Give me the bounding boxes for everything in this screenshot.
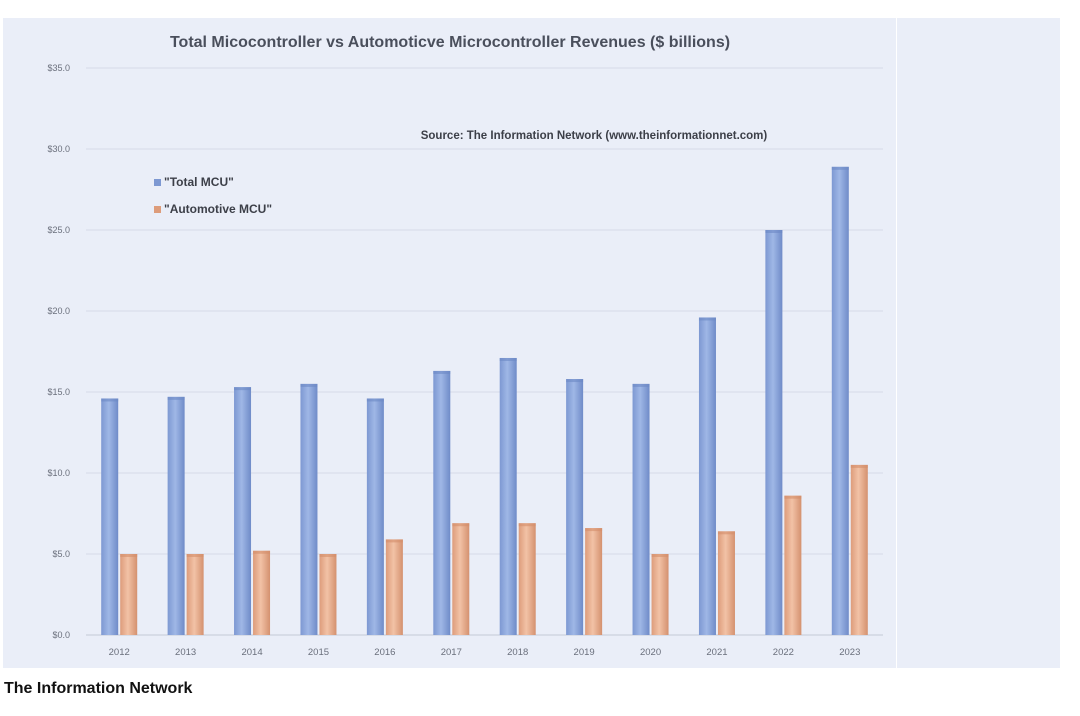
y-tick-label: $20.0 xyxy=(47,306,70,316)
bar-automotive-mcu xyxy=(385,539,403,635)
bar-total-mcu-cap xyxy=(167,396,185,400)
y-tick-label: $0.0 xyxy=(52,630,70,640)
bar-total-mcu xyxy=(101,398,119,635)
bar-total-mcu xyxy=(234,387,252,635)
bar-automotive-mcu-cap xyxy=(385,539,403,543)
bar-total-mcu xyxy=(300,383,318,635)
y-axis-ticks: $0.0 $5.0 $10.0 $15.0 $20.0 $25.0 $30.0 $35.0 xyxy=(47,63,70,640)
bar-automotive-mcu xyxy=(253,550,271,635)
bar-automotive-mcu xyxy=(319,554,337,635)
legend-label-auto: "Automotive MCU" xyxy=(164,202,272,216)
bar-total-mcu-cap xyxy=(366,398,384,402)
bar-automotive-mcu-cap xyxy=(717,531,735,535)
source-caption: The Information Network xyxy=(4,680,193,697)
x-tick-label: 2023 xyxy=(839,647,860,658)
x-tick-label: 2014 xyxy=(241,647,262,658)
bar-total-mcu xyxy=(566,379,584,635)
x-tick-label: 2016 xyxy=(374,647,395,658)
bar-total-mcu xyxy=(433,370,451,635)
bar-total-mcu-cap xyxy=(698,317,716,321)
bar-total-mcu-cap xyxy=(632,383,650,387)
x-tick-label: 2021 xyxy=(706,647,727,658)
chart-panel: Total Micocontroller vs Automoticve Micr… xyxy=(3,18,896,668)
bar-total-mcu xyxy=(499,357,517,635)
bar-automotive-mcu-cap xyxy=(319,554,337,557)
chart-title: Total Micocontroller vs Automoticve Micr… xyxy=(170,34,730,51)
bar-automotive-mcu-cap xyxy=(452,523,470,527)
bar-automotive-mcu xyxy=(784,495,802,635)
bar-automotive-mcu-cap xyxy=(120,554,138,557)
y-tick-label: $15.0 xyxy=(47,387,70,397)
y-tick-label: $25.0 xyxy=(47,225,70,235)
bar-automotive-mcu-cap xyxy=(518,523,536,527)
bar-automotive-mcu xyxy=(585,528,603,635)
bar-automotive-mcu-cap xyxy=(850,464,868,468)
bar-automotive-mcu xyxy=(850,464,868,635)
bar-chart: Total Micocontroller vs Automoticve Micr… xyxy=(47,34,883,658)
x-tick-label: 2012 xyxy=(109,647,130,658)
x-tick-label: 2015 xyxy=(308,647,329,658)
bar-automotive-mcu-cap xyxy=(186,554,204,557)
x-tick-label: 2020 xyxy=(640,647,661,658)
y-tick-label: $30.0 xyxy=(47,144,70,154)
bar-automotive-mcu-cap xyxy=(651,554,669,557)
bar-automotive-mcu xyxy=(120,554,138,635)
legend-swatch-auto xyxy=(154,206,161,213)
legend: "Total MCU" "Automotive MCU" xyxy=(154,175,272,216)
side-panel xyxy=(897,18,1060,668)
bar-total-mcu xyxy=(366,398,384,635)
x-tick-label: 2022 xyxy=(773,647,794,658)
bar-automotive-mcu-cap xyxy=(253,550,271,554)
source-annotation: Source: The Information Network (www.the… xyxy=(421,130,768,142)
y-tick-label: $35.0 xyxy=(47,63,70,73)
bar-automotive-mcu-cap xyxy=(585,528,603,532)
bar-total-mcu-cap xyxy=(300,383,318,387)
bar-automotive-mcu xyxy=(518,523,536,635)
legend-label-total: "Total MCU" xyxy=(164,175,234,189)
bar-total-mcu-cap xyxy=(101,398,119,402)
bar-total-mcu-cap xyxy=(831,166,849,170)
legend-swatch-total xyxy=(154,179,161,186)
bar-total-mcu xyxy=(831,166,849,635)
bar-automotive-mcu xyxy=(186,554,204,635)
bar-automotive-mcu xyxy=(717,531,735,635)
bar-automotive-mcu xyxy=(651,554,669,635)
x-tick-label: 2019 xyxy=(574,647,595,658)
bar-total-mcu-cap xyxy=(765,230,783,233)
bar-total-mcu-cap xyxy=(433,370,451,374)
bars xyxy=(101,166,868,635)
bar-total-mcu xyxy=(698,317,716,635)
bar-total-mcu-cap xyxy=(499,357,517,361)
bar-automotive-mcu-cap xyxy=(784,495,802,499)
bar-automotive-mcu xyxy=(452,523,470,635)
x-tick-label: 2017 xyxy=(441,647,462,658)
x-tick-label: 2018 xyxy=(507,647,528,658)
y-tick-label: $10.0 xyxy=(47,468,70,478)
bar-total-mcu xyxy=(765,230,783,635)
bar-total-mcu-cap xyxy=(566,379,584,383)
y-tick-label: $5.0 xyxy=(52,549,70,559)
x-tick-label: 2013 xyxy=(175,647,196,658)
gridlines xyxy=(86,67,883,636)
x-axis-ticks: 2012 2013 2014 2015 2016 2017 2018 2019 2020 2021… xyxy=(109,647,861,658)
bar-total-mcu xyxy=(167,396,185,635)
bar-total-mcu xyxy=(632,383,650,635)
bar-total-mcu-cap xyxy=(234,387,252,391)
